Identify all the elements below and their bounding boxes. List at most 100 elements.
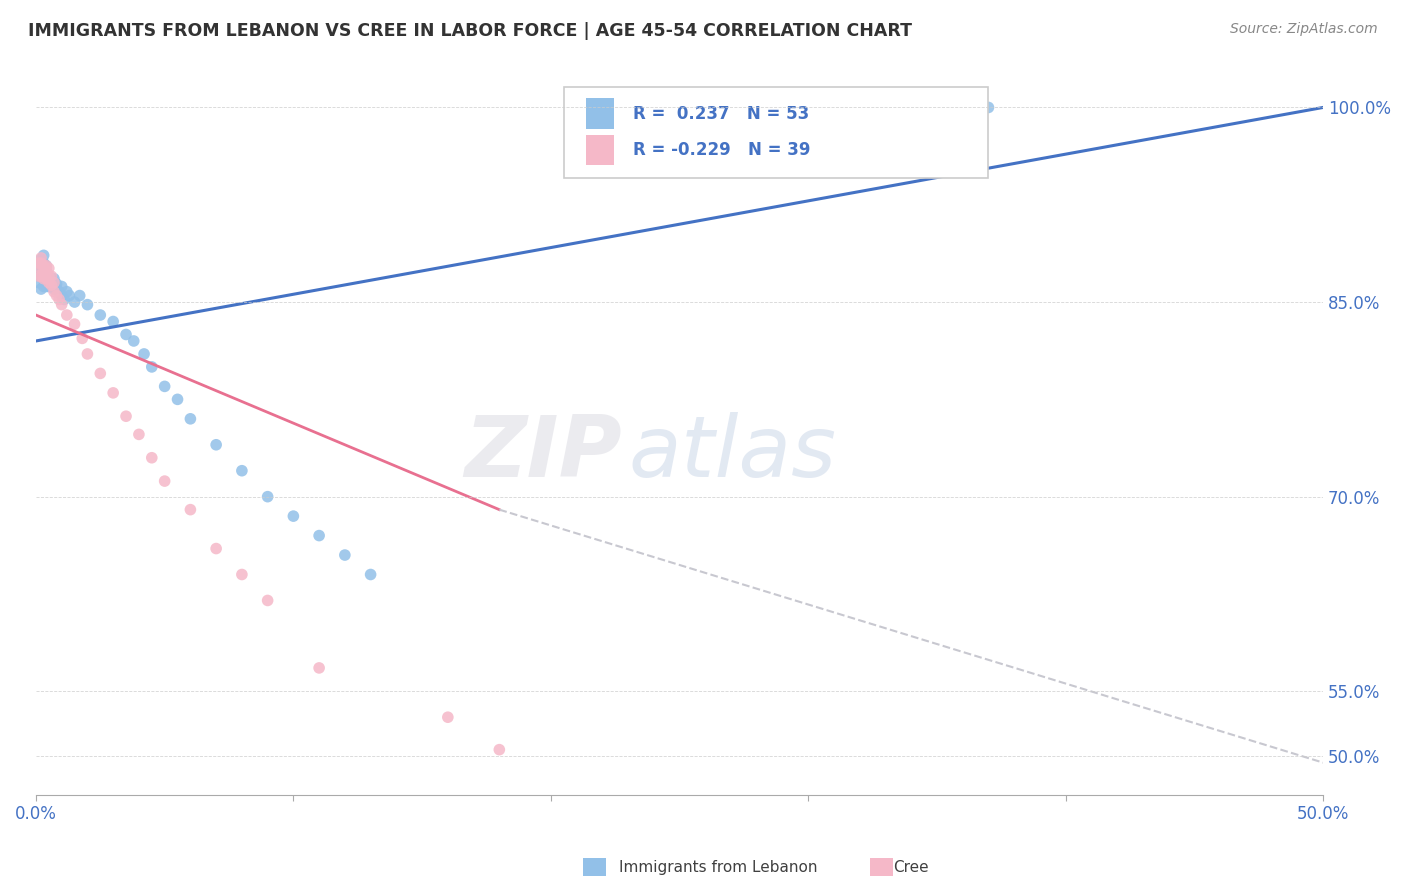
Point [141, 359, 163, 374]
Point [32, 259, 55, 273]
Point [30, 261, 52, 276]
Point [132, 347, 155, 361]
Point [76, 347, 98, 361]
Point [32, 267, 55, 281]
Point [32, 248, 55, 262]
Point [45, 282, 67, 296]
Point [38, 279, 60, 293]
Text: Cree: Cree [893, 860, 928, 874]
Point [32, 279, 55, 293]
Point [115, 409, 138, 424]
Point [308, 528, 330, 542]
Text: IMMIGRANTS FROM LEBANON VS CREE IN LABOR FORCE | AGE 45-54 CORRELATION CHART: IMMIGRANTS FROM LEBANON VS CREE IN LABOR… [28, 22, 912, 40]
Point [122, 334, 145, 348]
Point [41, 271, 63, 285]
Bar [585, 135, 614, 165]
Point [42, 282, 65, 296]
Point [30, 252, 52, 267]
Point [30, 269, 52, 284]
Point [35, 271, 58, 285]
Point [101, 385, 124, 400]
Point [179, 412, 201, 426]
Text: atlas: atlas [628, 412, 837, 495]
Point [51, 298, 73, 312]
Point [30, 251, 52, 265]
Point [35, 264, 58, 278]
Point [38, 274, 60, 288]
Text: Immigrants from Lebanon: Immigrants from Lebanon [619, 860, 817, 874]
Text: R = -0.229   N = 39: R = -0.229 N = 39 [633, 141, 811, 159]
Point [30, 259, 52, 273]
Point [56, 308, 79, 322]
Point [333, 548, 356, 562]
Text: R =  0.237   N = 53: R = 0.237 N = 53 [633, 104, 810, 122]
Point [35, 264, 58, 278]
Point [360, 567, 382, 582]
Point [101, 314, 124, 328]
Point [27, 276, 49, 290]
Point [30, 282, 52, 296]
Point [283, 509, 305, 524]
Point [35, 279, 58, 293]
Point [45, 288, 67, 302]
Point [41, 279, 63, 293]
Point [27, 256, 49, 270]
Point [977, 100, 1000, 114]
Point [115, 327, 138, 342]
Point [42, 279, 65, 293]
Point [32, 261, 55, 276]
Point [63, 295, 86, 310]
Point [42, 271, 65, 285]
Point [51, 279, 73, 293]
Point [32, 271, 55, 285]
Point [48, 293, 70, 307]
Point [179, 502, 201, 516]
Bar [585, 98, 614, 128]
Point [76, 298, 98, 312]
Point [27, 269, 49, 284]
Point [35, 271, 58, 285]
Point [32, 271, 55, 285]
Point [89, 308, 111, 322]
Point [30, 262, 52, 277]
Point [27, 269, 49, 284]
Text: Source: ZipAtlas.com: Source: ZipAtlas.com [1230, 22, 1378, 37]
Point [63, 317, 86, 331]
Point [89, 367, 111, 381]
Point [153, 379, 176, 393]
Point [256, 490, 278, 504]
Point [38, 261, 60, 276]
Point [41, 278, 63, 293]
Point [488, 742, 510, 756]
Point [41, 269, 63, 284]
Point [153, 474, 176, 488]
Point [35, 259, 58, 273]
Point [256, 593, 278, 607]
Text: ZIP: ZIP [464, 412, 621, 495]
Point [38, 276, 60, 290]
Point [437, 710, 460, 724]
Point [56, 285, 79, 299]
Point [141, 450, 163, 465]
Point [72, 331, 94, 345]
Point [231, 567, 253, 582]
Point [51, 288, 73, 302]
Point [166, 392, 188, 407]
Point [128, 427, 150, 442]
Point [69, 288, 91, 302]
Point [30, 269, 52, 284]
Point [45, 277, 67, 291]
Point [38, 269, 60, 284]
Point [42, 276, 65, 290]
Point [32, 256, 55, 270]
Point [32, 264, 55, 278]
FancyBboxPatch shape [564, 87, 988, 178]
Point [35, 259, 58, 273]
Point [231, 464, 253, 478]
Point [48, 285, 70, 299]
Point [30, 256, 52, 270]
Point [38, 269, 60, 284]
Point [53, 293, 76, 307]
Point [205, 541, 228, 556]
Point [308, 661, 330, 675]
